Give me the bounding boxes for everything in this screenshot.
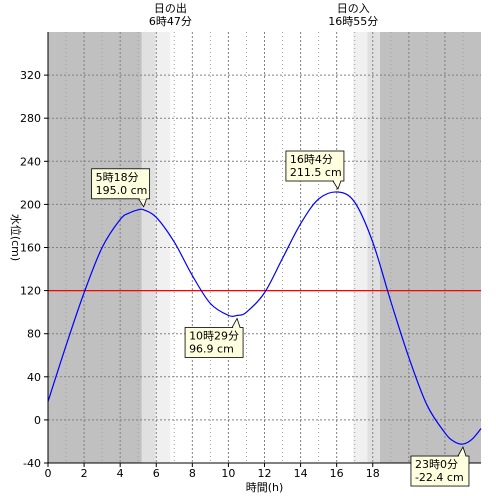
callout-value: 96.9 cm [189, 342, 234, 355]
x-tick-label: 10 [221, 467, 235, 480]
y-tick-label: 80 [27, 328, 41, 341]
callout-time: 10時29分 [189, 329, 239, 342]
callout-joint [458, 455, 466, 458]
tide-curve [47, 191, 482, 445]
x-tick-label: 6 [153, 467, 160, 480]
sunset-time: 16時55分 [328, 15, 378, 28]
x-tick-label: 0 [45, 467, 52, 480]
callout-joint [333, 179, 341, 182]
callout-box [91, 168, 151, 200]
x-tick-label: 4 [117, 467, 124, 480]
y-tick-label: 160 [20, 242, 41, 255]
sunrise-label: 日の出 [154, 1, 187, 15]
x-tick-labels: 0 2 4 6 8 10 12 14 16 18 [45, 467, 380, 480]
sunset-label: 日の入 [337, 2, 370, 15]
y-tick-label: 40 [27, 371, 41, 384]
sunrise-time: 6時47分 [149, 15, 192, 28]
x-axis-label: 時間(h) [246, 481, 284, 494]
callout-joint [139, 197, 147, 200]
y-tick-label: -40 [23, 457, 41, 470]
callout-low-tide: 23時0分-22.4 cm [410, 446, 470, 487]
y-tick-label: 200 [20, 198, 41, 211]
callout-time: 23時0分 [415, 458, 458, 471]
axes [44, 32, 481, 467]
x-tick-label: 16 [330, 467, 344, 480]
callout-value: 195.0 cm [96, 184, 148, 197]
callout-time: 16時4分 [290, 153, 333, 166]
x-tick-label: 18 [366, 467, 380, 480]
callout-value: -22.4 cm [415, 471, 464, 484]
x-tick-label: 2 [81, 467, 88, 480]
y-tick-label: 280 [20, 112, 41, 125]
y-tick-labels: -40 0 40 80 120 160 200 240 280 320 [20, 69, 41, 470]
callout-joint [233, 326, 240, 329]
callout-time: 5時18分 [96, 171, 139, 184]
callout-value: 211.5 cm [290, 166, 342, 179]
callout-box [285, 150, 345, 182]
x-tick-label: 8 [189, 467, 196, 480]
series-group [47, 191, 482, 445]
night-band-morning [48, 32, 142, 463]
x-tick-label: 12 [258, 467, 272, 480]
y-tick-label: 320 [20, 69, 41, 82]
x-tick-label: 14 [294, 467, 308, 480]
grid-lines [48, 32, 481, 463]
callout-box [410, 455, 470, 487]
y-tick-label: 120 [20, 285, 41, 298]
y-tick-label: 240 [20, 155, 41, 168]
twilight-band-dawn-inner [155, 32, 171, 463]
y-axis-label: 水位(cm) [9, 214, 23, 261]
callout-box [184, 327, 244, 358]
y-tick-label: 0 [34, 414, 41, 427]
